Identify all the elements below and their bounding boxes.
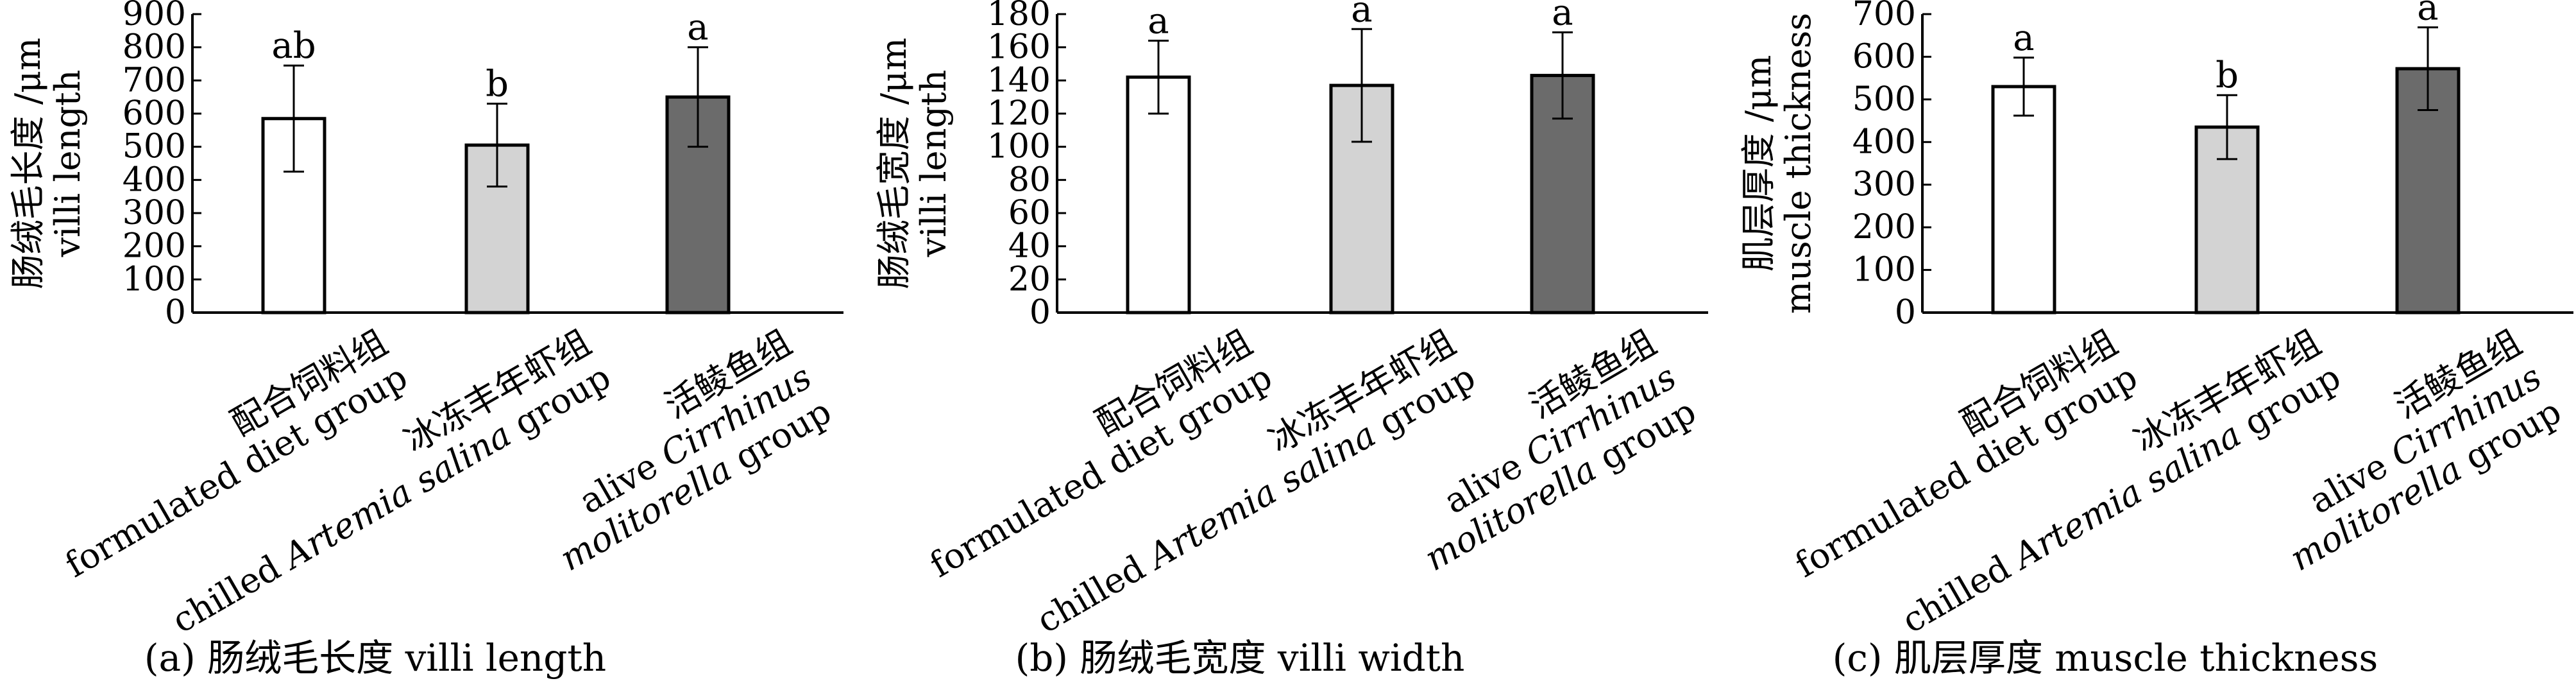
y-tick-label: 700 [1852,0,1916,33]
y-tick-label: 200 [123,227,186,266]
significance-letter: b [2216,55,2239,96]
y-tick-label: 300 [1852,166,1916,204]
y-tick-label: 140 [987,61,1051,99]
y-tick-label: 60 [1008,194,1051,232]
y-tick-label: 300 [123,194,186,232]
y-tick-label: 180 [987,0,1051,33]
y-tick-label: 40 [1008,227,1051,266]
y-tick-label: 900 [123,0,186,33]
y-tick-label: 400 [123,160,186,199]
y-axis-label-zh: 肠绒毛长度 /μm [8,38,48,289]
y-axis-label-en: villi length [913,70,954,258]
y-tick-label: 0 [1895,293,1916,332]
significance-letter: b [486,64,509,105]
y-tick-label: 100 [123,260,186,298]
y-axis-label-zh: 肠绒毛宽度 /μm [874,38,914,289]
y-tick-label: 100 [987,128,1051,166]
y-tick-label: 160 [987,28,1051,67]
significance-letter: a [687,7,708,49]
y-tick-label: 500 [1852,80,1916,119]
y-tick-label: 800 [123,28,186,67]
category-label-en: formulated diet group [58,356,414,585]
significance-letter: a [1552,0,1573,33]
y-tick-label: 700 [123,61,186,99]
y-axis-label-en: muscle thickness [1778,13,1818,314]
y-tick-label: 100 [1852,251,1916,289]
chart-panel-c: 0 100 200 300 400 500 600 700 肌层厚度 /μm muscle thi… [1738,0,2573,680]
y-tick-label: 600 [1852,37,1916,76]
bar [1126,75,1191,315]
significance-letter: ab [271,25,316,67]
y-axis-label-en: villi length [47,70,88,258]
panel-caption: (a) 肠绒毛长度 villi length [144,636,606,680]
y-tick-label: 500 [123,128,186,166]
y-axis-label-zh: 肌层厚度 /μm [1738,55,1779,272]
category-label-en: formulated diet group [923,356,1279,585]
y-tick-label: 400 [1852,123,1916,161]
category-label-en: formulated diet group [1788,356,2144,585]
y-tick-label: 80 [1008,160,1051,199]
y-tick-label: 200 [1852,208,1916,246]
significance-letter: a [1148,0,1169,42]
y-tick-label: 20 [1008,260,1051,298]
y-tick-label: 600 [123,94,186,133]
bar [1991,85,2056,315]
y-tick-label: 0 [1030,293,1051,332]
panel-caption: (c) 肌层厚度 muscle thickness [1833,636,2378,680]
significance-letter: a [1351,0,1372,30]
y-tick-label: 120 [987,94,1051,133]
significance-letter: a [2417,0,2438,29]
significance-letter: a [2013,17,2034,59]
panel-caption: (b) 肠绒毛宽度 villi width [1015,636,1465,680]
y-tick-label: 0 [165,293,186,332]
